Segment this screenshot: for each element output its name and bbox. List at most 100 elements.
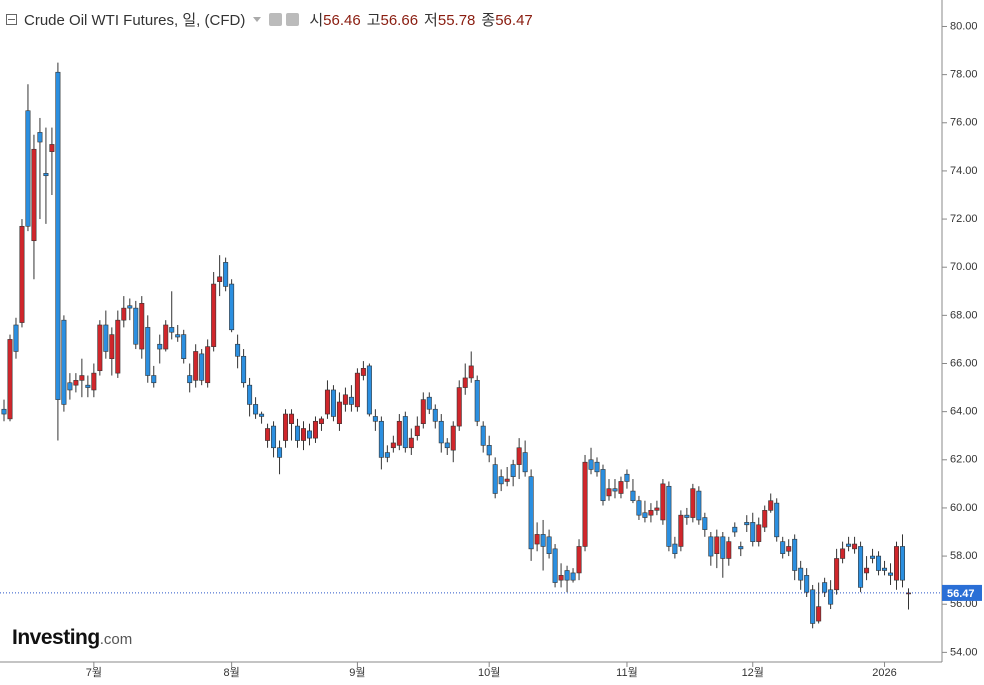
candle-body [786,546,792,552]
candle-body [762,510,768,528]
candle-body [31,148,37,242]
candle-body [480,425,486,446]
candle-body [498,476,504,485]
candle-body [85,384,91,388]
candle-body [450,425,456,451]
candle-body [312,420,318,439]
candle-body [774,502,780,538]
candle-body [354,372,360,408]
candle-body [438,420,444,444]
candle-body [899,546,905,581]
candle-body [798,567,804,581]
candle-body [684,514,690,518]
x-tick-label: 10월 [478,666,500,679]
watermark-brand: Investing [12,626,100,649]
candle-body [283,413,289,441]
candle-body [426,396,432,410]
candle-body [127,305,133,309]
dropdown-icon[interactable] [253,17,262,22]
candle-body [468,365,474,379]
settings-icon[interactable] [286,13,300,26]
candle-body [229,283,235,331]
candle-body [103,324,109,352]
candle-body [318,418,324,424]
candle-body [420,399,426,424]
candle-body [19,225,25,323]
candle-body [43,173,49,177]
candle-body [61,319,67,405]
candle-body [336,401,342,424]
candle-body [37,132,43,143]
candle-body [115,319,121,374]
candle-body [289,413,295,424]
candle-body [151,375,157,384]
candle-body [870,555,876,559]
legend-value: 56.46 [323,12,361,29]
visibility-icon[interactable] [269,13,283,26]
collapse-icon[interactable] [6,14,17,25]
candle-body [612,488,618,492]
candle-body [121,307,127,321]
y-tick-label: 68.00 [950,309,978,321]
candle-body [414,425,420,437]
candle-body [846,543,852,547]
candle-body [714,536,720,554]
candle-body [223,262,229,287]
candle-body [277,447,283,458]
candle-body [696,490,702,521]
candle-body [241,355,247,384]
candle-body [504,478,510,482]
candle-body [235,343,241,357]
candle-body [858,546,864,588]
y-tick-label: 70.00 [950,261,978,273]
candle-body [600,469,606,502]
chart-title: Crude Oil WTI Futures, 일, (CFD) [24,12,246,29]
candle-body [654,507,660,511]
candle-body [295,425,301,441]
candle-body [618,481,624,494]
candle-body [492,464,498,494]
y-tick-label: 78.00 [950,69,978,81]
candle-body [360,368,366,376]
legend-label: 고 [366,12,381,29]
candle-body [570,572,576,581]
last-price-tag [942,584,982,601]
legend-item: 시56.46 [309,9,360,30]
candle-body [163,324,169,350]
legend-item: 저55.78 [424,9,475,30]
candle-body [175,334,181,338]
candle-body [678,514,684,547]
candle-body [864,567,870,574]
candle-body [199,353,205,381]
watermark-suffix: .com [99,631,133,648]
candle-body [7,339,13,420]
candle-body [211,283,217,347]
candle-body [384,452,390,458]
candle-body [169,327,175,333]
candle-body [594,461,600,473]
candle-body [642,512,648,518]
candle-body [606,488,612,497]
candle-body [636,500,642,516]
candle-body [828,589,834,605]
candle-body [888,572,894,576]
candle-body [810,589,816,624]
candle-body [792,538,798,571]
candle-body [834,558,840,591]
x-tick-label: 7월 [86,666,102,679]
chart-header: Crude Oil WTI Futures, 일, (CFD) 시56.46 고5… [6,9,533,30]
legend-value: 56.47 [495,12,533,29]
candle-body [432,408,438,422]
y-tick-label: 56.00 [950,598,978,610]
candle-body [97,324,103,372]
candle-body [516,447,522,465]
y-tick-label: 76.00 [950,117,978,129]
candle-body [756,524,762,542]
x-tick-label: 2026 [872,667,896,679]
candle-body [193,351,199,381]
candle-body [49,144,55,152]
candle-body [253,404,259,415]
candle-body [265,428,271,441]
y-tick-label: 64.00 [950,406,978,418]
